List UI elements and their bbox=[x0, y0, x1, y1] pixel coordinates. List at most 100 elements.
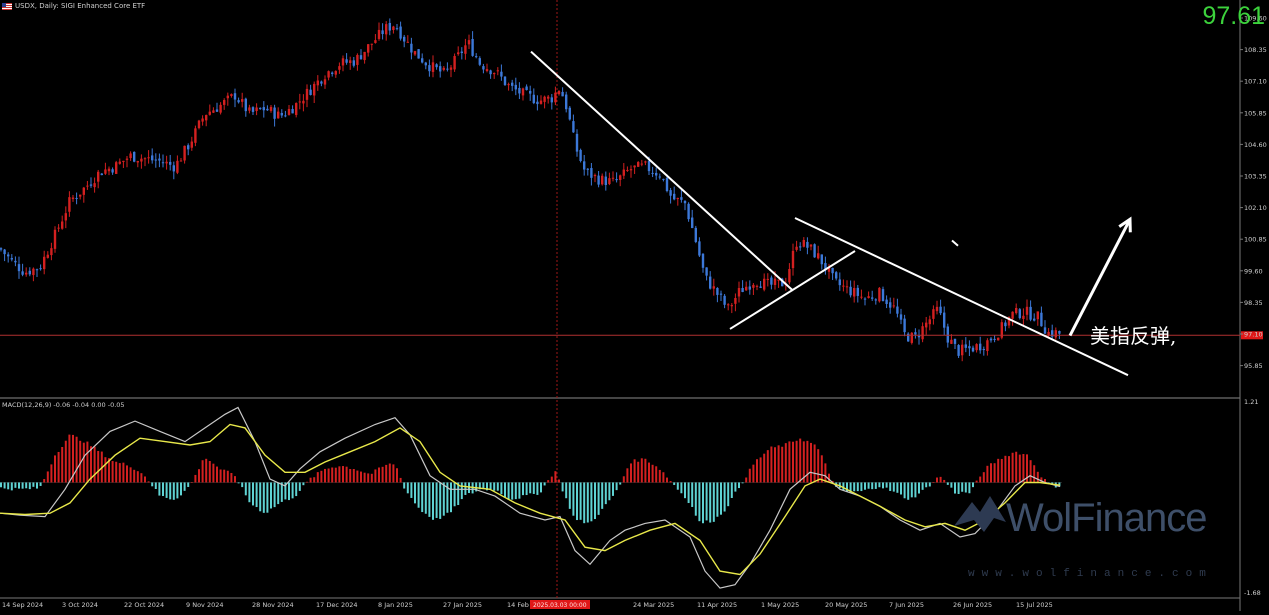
macd-histogram-bar bbox=[957, 482, 960, 494]
macd-histogram-bar bbox=[284, 482, 287, 500]
price-tick-label: 105.85 bbox=[1244, 109, 1267, 117]
macd-histogram-bar bbox=[489, 482, 492, 490]
candle-body bbox=[356, 54, 359, 65]
macd-histogram-bar bbox=[457, 482, 460, 506]
candle-body bbox=[791, 250, 795, 269]
macd-histogram-bar bbox=[590, 482, 593, 522]
macd-histogram-bar bbox=[205, 458, 208, 483]
macd-histogram-bar bbox=[579, 482, 582, 520]
macd-histogram-bar bbox=[388, 463, 391, 483]
candle-body bbox=[295, 103, 298, 115]
symbol-label: USDX, Daily: SIGI Enhanced Core ETF bbox=[15, 2, 146, 10]
macd-histogram-bar bbox=[442, 482, 445, 516]
candle-body bbox=[269, 106, 273, 111]
candle-body bbox=[593, 174, 597, 177]
macd-histogram-bar bbox=[345, 466, 348, 483]
macd-histogram-bar bbox=[741, 482, 744, 484]
macd-histogram-bar bbox=[514, 482, 517, 500]
macd-histogram-bar bbox=[1036, 471, 1039, 483]
candle-body bbox=[140, 158, 143, 162]
candle-body bbox=[932, 309, 935, 319]
macd-histogram-bar bbox=[979, 476, 982, 483]
macd-histogram-bar bbox=[522, 482, 524, 496]
price-tick-label: 104.60 bbox=[1244, 141, 1267, 149]
macd-histogram-bar bbox=[115, 461, 118, 483]
candle-body bbox=[979, 343, 982, 351]
candle-body bbox=[1054, 330, 1057, 338]
candle-body bbox=[1018, 309, 1021, 319]
price-axis: 109.60 108.35 107.10 105.85 104.60 103.35 102.… bbox=[1240, 15, 1267, 370]
candle-body bbox=[795, 246, 798, 250]
macd-histogram-bar bbox=[313, 477, 316, 483]
candle-body bbox=[881, 289, 885, 302]
macd-histogram-bar bbox=[885, 482, 888, 488]
candle-body bbox=[619, 175, 622, 181]
candle-body bbox=[446, 68, 449, 70]
highlighted-date-label: 2025.03.03 00:00 bbox=[533, 602, 587, 609]
macd-histogram-bar bbox=[82, 442, 85, 483]
macd-histogram-bar bbox=[914, 482, 917, 498]
macd-histogram-bar bbox=[871, 482, 874, 490]
macd-histogram-bar bbox=[604, 482, 607, 505]
macd-histogram-bar bbox=[644, 458, 647, 483]
macd-histogram-bar bbox=[111, 461, 114, 483]
candle-body bbox=[496, 70, 499, 72]
candle-body bbox=[518, 87, 521, 94]
macd-histogram-bar bbox=[342, 466, 344, 483]
macd-histogram-bar bbox=[72, 434, 74, 483]
candle-body bbox=[835, 272, 838, 279]
candle-body bbox=[233, 93, 237, 100]
macd-histogram-bar bbox=[255, 482, 258, 508]
candle-body bbox=[507, 84, 510, 86]
candle-body bbox=[493, 73, 496, 75]
candle-body bbox=[773, 278, 777, 285]
candle-body bbox=[914, 332, 917, 335]
time-tick-label: 3 Oct 2024 bbox=[62, 601, 98, 609]
macd-histogram-bar bbox=[777, 445, 780, 483]
candle-body bbox=[219, 104, 222, 113]
macd-histogram-bar bbox=[370, 473, 373, 483]
candle-body bbox=[759, 286, 762, 288]
candle-body bbox=[799, 246, 802, 248]
macd-histogram-bar bbox=[277, 482, 280, 505]
candle-body bbox=[1011, 311, 1014, 319]
candle-body bbox=[500, 71, 503, 77]
candle-body bbox=[327, 71, 330, 78]
candle-body bbox=[421, 58, 424, 63]
macd-histogram-bar bbox=[32, 482, 35, 487]
macd-histogram-bar bbox=[1000, 458, 1003, 483]
price-tick-label: 109.60 bbox=[1244, 15, 1267, 23]
macd-histogram-bar bbox=[896, 482, 899, 493]
macd-histogram-bar bbox=[658, 469, 661, 483]
candle-body bbox=[280, 112, 283, 116]
candle-body bbox=[25, 272, 28, 275]
candle-body bbox=[28, 270, 31, 275]
candle-body bbox=[809, 244, 813, 247]
candle-body bbox=[867, 296, 870, 298]
chart-header: USDX, Daily: SIGI Enhanced Core ETF bbox=[2, 2, 145, 10]
rebound-arrow-head-icon bbox=[1118, 216, 1132, 233]
candle-body bbox=[57, 227, 60, 229]
macd-histogram-bar bbox=[554, 471, 557, 483]
candle-body bbox=[428, 65, 431, 72]
candle-body bbox=[831, 267, 834, 274]
macd-histogram-bar bbox=[439, 482, 442, 519]
candle-body bbox=[309, 89, 312, 95]
macd-histogram-bar bbox=[360, 471, 362, 483]
candle-body bbox=[1047, 331, 1050, 336]
macd-histogram-bar bbox=[939, 476, 942, 483]
macd-histogram-bar bbox=[759, 457, 762, 483]
macd-histogram-bar bbox=[435, 482, 438, 518]
candle-body bbox=[1043, 327, 1047, 334]
macd-histogram-bar bbox=[424, 482, 427, 514]
macd-histogram-bar bbox=[97, 450, 100, 483]
macd-histogram-bar bbox=[882, 482, 884, 489]
candle-body bbox=[770, 277, 773, 285]
candle-body bbox=[273, 107, 276, 119]
candle-body bbox=[302, 100, 305, 104]
macd-histogram-bar bbox=[417, 482, 420, 508]
candle-body bbox=[14, 260, 17, 263]
macd-histogram-bar bbox=[903, 482, 906, 499]
